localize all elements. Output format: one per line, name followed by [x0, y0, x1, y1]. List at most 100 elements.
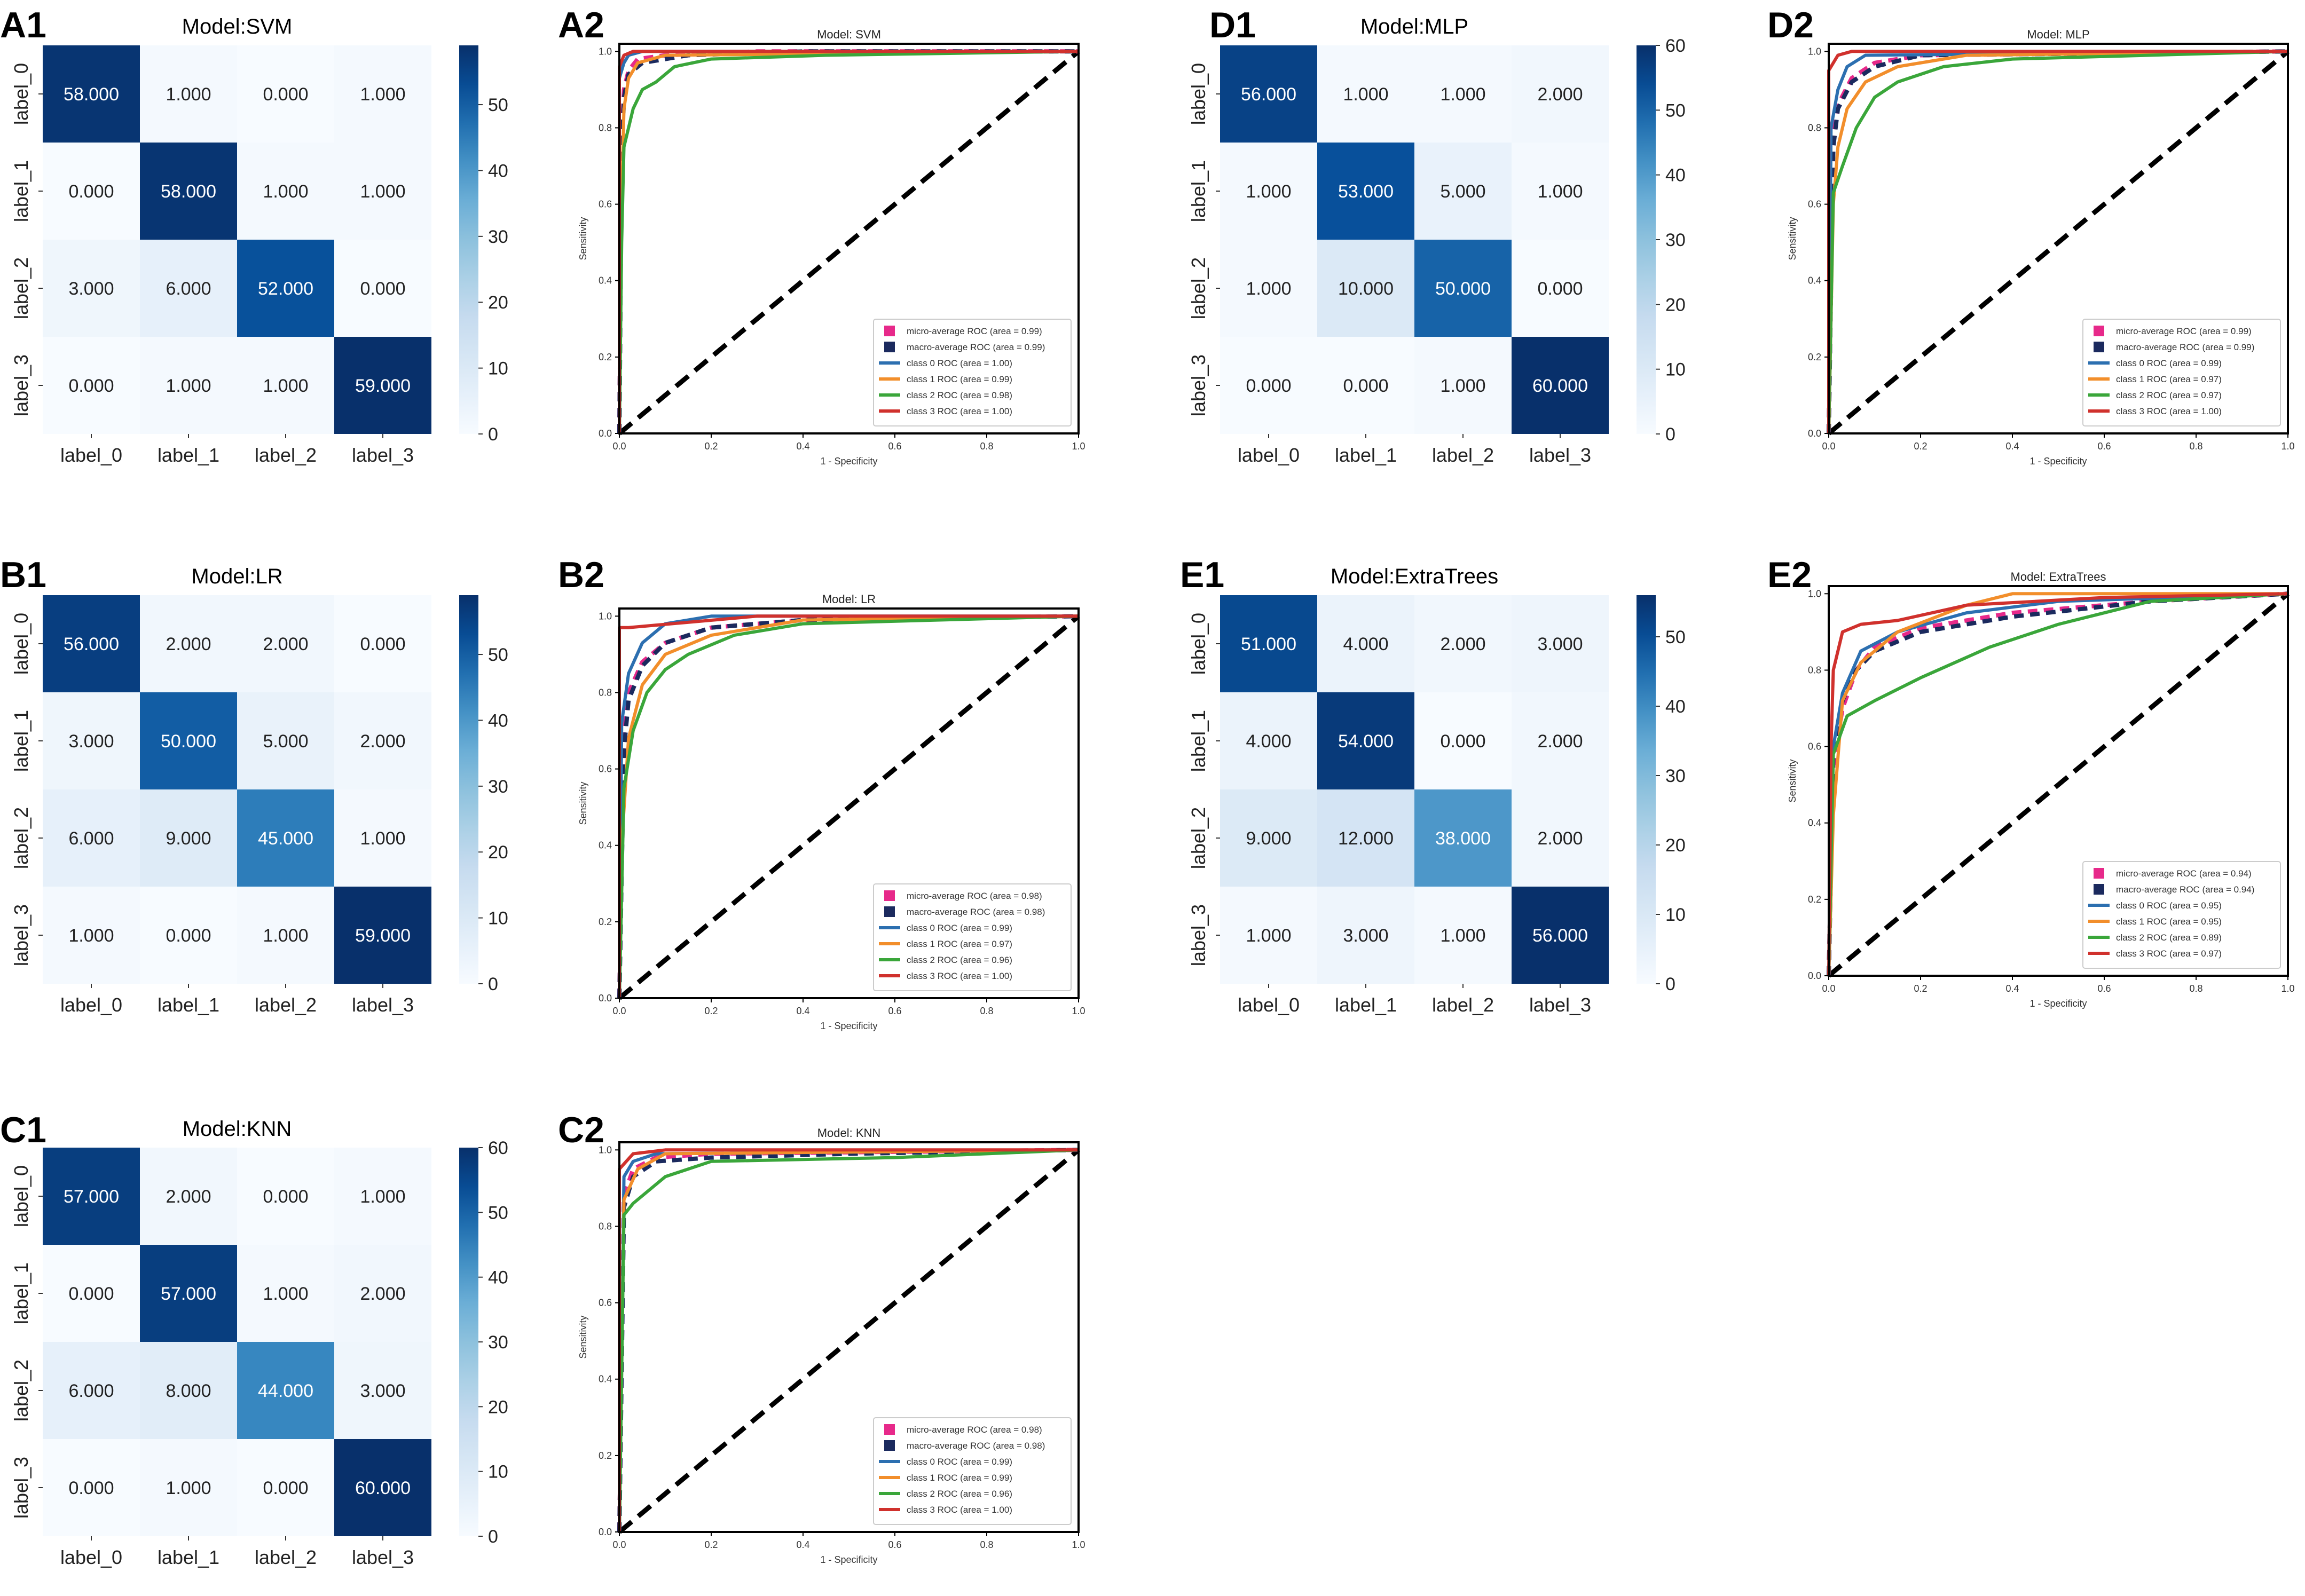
- cell-value: 4.000: [1246, 731, 1291, 752]
- col-label: label_3: [352, 1546, 414, 1568]
- row-label: label_1: [1187, 160, 1209, 222]
- cell-value: 4.000: [1343, 634, 1388, 654]
- heatmap-cell: [1220, 240, 1317, 337]
- y-tick-label: 0.8: [599, 122, 612, 133]
- roc-curve-class2: [1827, 50, 2288, 434]
- cell-value: 44.000: [258, 1381, 313, 1401]
- cell-value: 58.000: [64, 84, 119, 105]
- cell-value: 56.000: [1532, 926, 1588, 946]
- cell-value: 1.000: [1246, 181, 1291, 202]
- col-label: label_2: [255, 1546, 317, 1568]
- heatmap-cell: [140, 887, 237, 984]
- cell-value: 2.000: [263, 634, 308, 654]
- row-label: label_1: [1187, 710, 1209, 772]
- colorbar: [459, 1148, 478, 1536]
- heatmap-cell: [140, 1342, 237, 1439]
- legend-marker: [2094, 868, 2104, 879]
- cell-value: 1.000: [166, 84, 211, 105]
- colorbar-tick-label: 40: [488, 710, 508, 731]
- cell-value: 56.000: [1241, 84, 1296, 105]
- panel-label: C1: [0, 1110, 46, 1150]
- x-tick-label: 0.4: [796, 1539, 809, 1550]
- x-tick-label: 0.2: [1914, 441, 1927, 452]
- row-label: label_3: [10, 904, 32, 966]
- row-label: label_1: [10, 1262, 32, 1324]
- colorbar-tick-label: 30: [488, 227, 508, 247]
- legend-label: class 1 ROC (area = 0.95): [2116, 916, 2222, 927]
- heatmap-cell: [1317, 887, 1414, 984]
- row-label: label_2: [1187, 807, 1209, 869]
- legend-label: class 3 ROC (area = 1.00): [2116, 406, 2222, 416]
- heatmap-cell: [334, 240, 431, 337]
- x-tick-label: 0.4: [2005, 441, 2019, 452]
- heatmap-cell: [1414, 595, 1512, 692]
- heatmap-cell: [237, 1245, 334, 1342]
- cell-value: 1.000: [360, 84, 405, 105]
- colorbar-tick-label: 30: [488, 777, 508, 797]
- col-label: label_2: [255, 444, 317, 466]
- cell-value: 60.000: [1532, 376, 1588, 396]
- heatmap-cell: [334, 1245, 431, 1342]
- y-tick-label: 0.0: [599, 428, 612, 439]
- heatmap-cell: [1220, 45, 1317, 143]
- cell-value: 1.000: [1440, 376, 1485, 396]
- colorbar-tick-label: 0: [1665, 424, 1675, 445]
- y-tick-label: 0.0: [1808, 428, 1821, 439]
- colorbar-tick-label: 20: [1665, 835, 1686, 856]
- heatmap-title: Model:LR: [191, 565, 282, 588]
- heatmap-cell: [334, 143, 431, 240]
- cell-value: 1.000: [263, 926, 308, 946]
- cell-value: 1.000: [263, 376, 308, 396]
- legend: micro-average ROC (area = 0.94) macro-ave…: [2082, 861, 2281, 969]
- col-label: label_0: [60, 444, 122, 466]
- legend-label: class 1 ROC (area = 0.97): [907, 939, 1012, 949]
- heatmap-cell: [43, 692, 140, 789]
- legend-label: class 2 ROC (area = 0.96): [907, 1489, 1012, 1499]
- x-tick-label: 0.4: [2005, 983, 2019, 994]
- cell-value: 1.000: [68, 926, 114, 946]
- x-tick-label: 1.0: [1072, 1539, 1085, 1550]
- heatmap-cell: [334, 692, 431, 789]
- col-label: label_2: [1432, 444, 1494, 466]
- legend-marker: [884, 890, 895, 901]
- cell-value: 5.000: [1440, 181, 1485, 202]
- x-axis-label: 1 - Specificity: [820, 456, 877, 467]
- heatmap-cell: [43, 1148, 140, 1245]
- cell-value: 3.000: [1343, 926, 1388, 946]
- roc-curve-class0: [618, 614, 1079, 999]
- cell-value: 1.000: [1440, 84, 1485, 105]
- cell-value: 50.000: [1435, 279, 1491, 299]
- cell-value: 6.000: [68, 1381, 114, 1401]
- panel-label: B2: [558, 555, 604, 595]
- colorbar-tick-label: 10: [1665, 360, 1686, 380]
- cell-value: 50.000: [161, 731, 216, 752]
- heatmap-cell: [1512, 337, 1609, 434]
- legend-label: class 0 ROC (area = 0.99): [907, 923, 1012, 933]
- heatmap-cell: [43, 1245, 140, 1342]
- legend-marker: [884, 906, 895, 917]
- panel-label: E2: [1767, 555, 1812, 595]
- x-tick-label: 0.2: [704, 1539, 718, 1550]
- cell-value: 10.000: [1338, 279, 1394, 299]
- chance-diagonal: [618, 614, 1080, 1000]
- roc-plot-e2: E2 Model: ExtraTrees 0.0 0.2 0.4 0.6 0.8 1.0 0.0…: [1767, 555, 2295, 1009]
- legend-label: class 2 ROC (area = 0.98): [907, 390, 1012, 400]
- colorbar: [459, 595, 478, 984]
- x-tick-label: 0.8: [980, 1006, 993, 1016]
- col-label: label_1: [1335, 444, 1397, 466]
- heatmap-cell: [1317, 692, 1414, 789]
- cell-value: 1.000: [166, 1478, 211, 1498]
- colorbar-tick-label: 10: [488, 359, 508, 379]
- x-tick-label: 0.8: [980, 1539, 993, 1550]
- roc-plot-b2: B2 Model: LR 0.0 0.2 0.4 0.6 0.8 1.0 0.0 0.2 0.4 0.…: [558, 555, 1085, 1031]
- y-tick-label: 0.4: [599, 275, 612, 286]
- colorbar: [1637, 45, 1656, 434]
- heatmap-cell: [237, 789, 334, 887]
- x-tick-label: 1.0: [1072, 441, 1085, 452]
- x-tick-label: 0.2: [704, 1006, 718, 1016]
- row-label: label_0: [10, 613, 32, 675]
- legend-label: micro-average ROC (area = 0.99): [2116, 326, 2252, 336]
- legend-label: class 3 ROC (area = 1.00): [907, 406, 1012, 416]
- cell-value: 1.000: [263, 181, 308, 202]
